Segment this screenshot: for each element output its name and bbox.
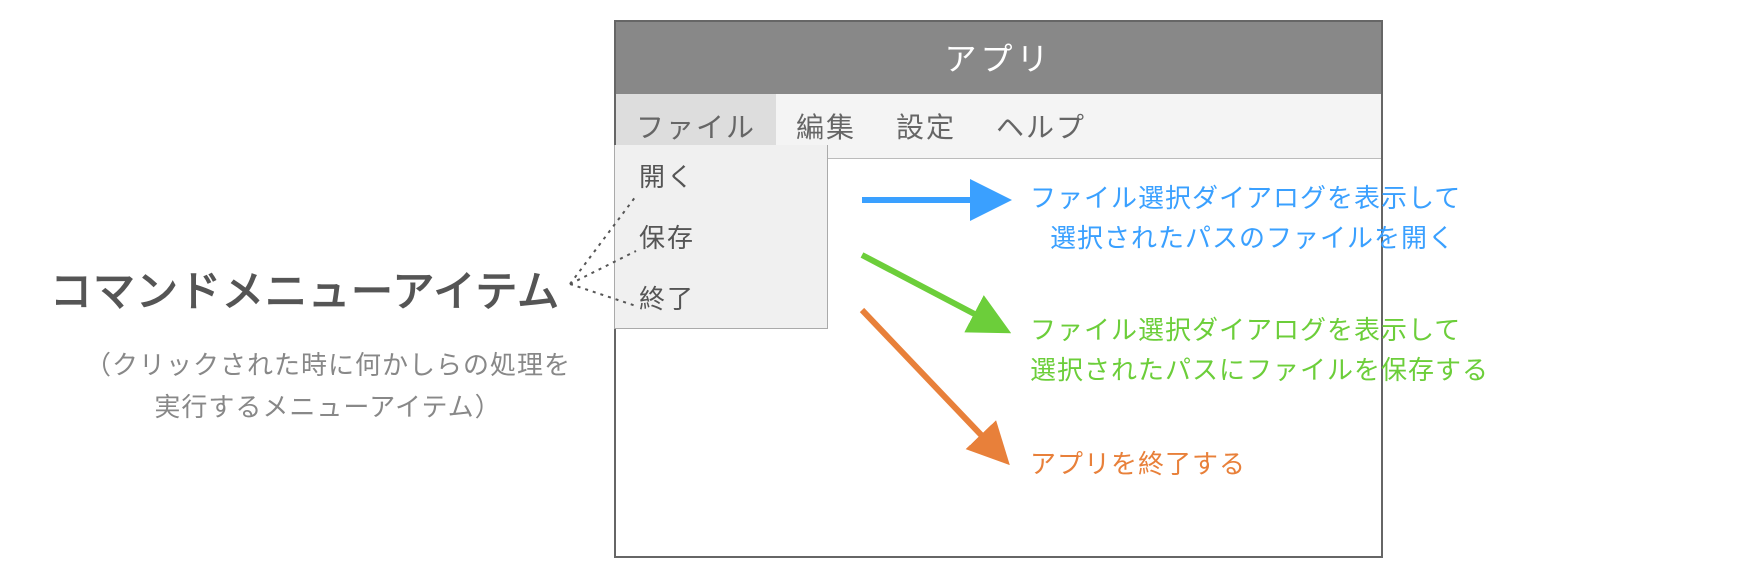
- desc-open-line2: 選択されたパスのファイルを開く: [1030, 223, 1455, 253]
- menu-help[interactable]: ヘルプ: [976, 94, 1106, 158]
- subtitle-line1: （クリックされた時に何かしらの処理を: [85, 350, 571, 380]
- desc-open: ファイル選択ダイアログを表示して 選択されたパスのファイルを開く: [1030, 178, 1461, 259]
- heading-command-menu-item: コマンドメニューアイテム: [50, 258, 560, 319]
- desc-exit: アプリを終了する: [1030, 444, 1246, 484]
- menu-settings[interactable]: 設定: [876, 94, 976, 158]
- desc-save-line1: ファイル選択ダイアログを表示して: [1030, 315, 1461, 345]
- dropdown-menu: 開く 保存 終了: [614, 145, 828, 329]
- dropdown-item-save[interactable]: 保存: [615, 206, 827, 267]
- desc-save-line2: 選択されたパスにファイルを保存する: [1030, 355, 1489, 385]
- dropdown-item-open[interactable]: 開く: [615, 145, 827, 206]
- subtitle-line2: 実行するメニューアイテム）: [154, 392, 501, 422]
- desc-open-line1: ファイル選択ダイアログを表示して: [1030, 183, 1461, 213]
- desc-save: ファイル選択ダイアログを表示して 選択されたパスにファイルを保存する: [1030, 310, 1489, 391]
- heading-subtitle: （クリックされた時に何かしらの処理を 実行するメニューアイテム）: [58, 345, 598, 428]
- dropdown-item-exit[interactable]: 終了: [615, 267, 827, 328]
- window-title: アプリ: [944, 41, 1052, 77]
- desc-exit-line1: アプリを終了する: [1030, 449, 1246, 479]
- window-title-bar: アプリ: [616, 22, 1381, 94]
